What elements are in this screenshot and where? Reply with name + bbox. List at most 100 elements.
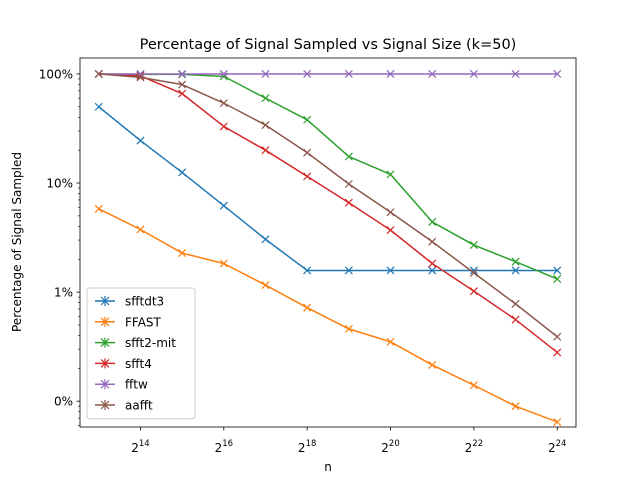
data-point-fftw [178,69,187,78]
data-point-FFAST [553,417,562,426]
data-point-FFAST [94,204,103,213]
plot-area: 100% 10% 1% 0% 214 216 218 220 222 224 [39,57,577,455]
data-point-sfft4 [219,122,228,131]
data-point-sfftdt3 [386,266,395,275]
data-point-sfft4 [344,198,353,207]
x-axis-title: n [324,460,332,474]
data-point-aafft [469,268,478,277]
legend-box [86,287,196,420]
data-point-FFAST [261,281,270,290]
data-point-sfft2-mit [511,257,520,266]
data-point-sfftdt3 [136,136,145,145]
data-point-fftw [344,69,353,78]
data-point-sfftdt3 [428,266,437,275]
data-point-fftw [136,69,145,78]
data-point-sfftdt3 [344,266,353,275]
data-point-fftw [428,69,437,78]
legend-label-FFAST: FFAST [125,315,162,329]
data-point-FFAST [511,402,520,411]
legend-label-sfftdt3: sfftdt3 [125,295,164,309]
y-tick-label: 100% [39,67,73,81]
data-point-sfftdt3 [219,201,228,210]
data-point-aafft [219,99,228,108]
data-point-aafft [344,179,353,189]
data-point-FFAST [178,249,187,258]
data-point-sfft2-mit [469,241,478,250]
data-point-fftw [219,69,228,78]
data-point-aafft [261,121,270,130]
x-tick-label: 216 [215,439,233,455]
data-point-fftw [553,69,562,78]
data-point-FFAST [219,259,228,268]
data-point-sfftdt3 [553,266,562,275]
y-tick-label: 1% [54,286,73,300]
legend-marker-sfft4 [100,358,110,369]
data-point-sfft4 [178,89,187,98]
data-point-sfftdt3 [303,266,312,275]
data-point-sfftdt3 [178,168,187,177]
y-tick-label: 10% [46,177,73,191]
legend: sfftdt3 FFAST sfft2-mit sfft4 fftw aafft [86,287,196,420]
data-point-fftw [261,69,270,78]
x-tick-label: 222 [465,439,483,455]
data-point-fftw [386,69,395,78]
series-line-sfftdt3 [98,106,558,272]
data-point-aafft [94,69,103,78]
data-point-aafft [428,237,437,246]
data-point-fftw [511,69,520,78]
data-point-aafft [386,208,395,217]
x-tick-label: 214 [131,439,149,455]
data-point-FFAST [428,360,437,369]
legend-marker-fftw [100,379,110,390]
series-line-sfft4 [98,73,558,354]
data-point-sfft2-mit [261,94,270,103]
series-line-FFAST [98,208,558,423]
legend-label-aafft: aafft [125,399,153,413]
data-point-sfftdt3 [94,102,103,111]
data-point-sfft4 [553,348,562,357]
data-point-aafft [303,148,312,157]
data-point-sfft2-mit [344,152,353,161]
data-point-sfft4 [261,146,270,155]
x-tick-label: 224 [548,439,566,455]
chart-title: Percentage of Signal Sampled vs Signal S… [140,37,517,53]
data-point-sfft4 [386,226,395,235]
data-point-aafft [511,299,520,308]
x-tick-label: 218 [298,439,316,455]
data-point-aafft [553,332,562,341]
data-point-FFAST [303,303,312,312]
data-point-sfftdt3 [469,266,478,275]
series-line-sfft2-mit [98,73,558,280]
legend-marker-sfft2-mit [100,337,110,348]
data-point-fftw [469,69,478,78]
legend-label-fftw: fftw [125,378,148,392]
legend-label-sfft2-mit: sfft2-mit [125,336,176,350]
legend-marker-sfftdt3 [100,296,110,306]
data-point-sfft2-mit [303,115,312,124]
data-point-sfft4 [428,259,437,268]
data-point-fftw [303,69,312,78]
axes-frame [79,57,577,428]
data-point-FFAST [386,337,395,346]
legend-marker-FFAST [100,316,110,327]
data-point-sfft2-mit [386,170,395,179]
data-point-sfft2-mit [428,217,437,226]
data-point-FFAST [344,324,353,333]
data-point-aafft [178,80,187,89]
data-point-sfft4 [511,315,520,324]
data-point-aafft [136,73,145,82]
data-point-sfft4 [303,172,312,181]
data-point-sfft2-mit [553,274,562,283]
series-line-aafft [98,73,558,338]
data-point-sfftdt3 [511,266,520,275]
data-point-FFAST [136,225,145,234]
data-point-sfftdt3 [261,235,270,244]
x-tick-label: 220 [381,439,399,455]
legend-label-sfft4: sfft4 [125,357,152,371]
legend-marker-aafft [100,400,110,410]
y-tick-label: 0% [54,395,73,409]
data-point-FFAST [469,381,478,390]
y-axis-title: Percentage of Signal Sampled [10,152,24,332]
